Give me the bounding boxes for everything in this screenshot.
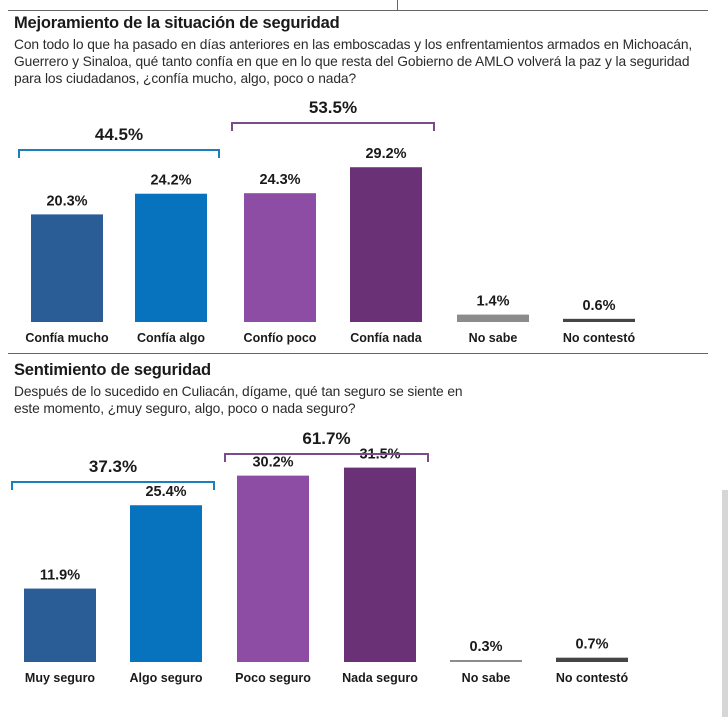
bar-3 [244,193,316,322]
bar-2 [130,505,202,662]
category-label-5: No sabe [462,671,511,685]
section2-title: Sentimiento de seguridad [14,361,211,379]
value-label-6: 0.6% [582,298,615,314]
bar-4 [344,467,416,662]
value-label-4: 29.2% [365,146,406,162]
section1-question: Con todo lo que ha pasado en días anteri… [14,37,693,86]
confidence-bar-chart: 20.3% Confía mucho 24.2% Confía algo 24.3% Co… [18,98,636,345]
category-label-3: Confío poco [244,331,317,345]
category-label-1: Confía mucho [25,331,109,345]
section1-title: Mejoramiento de la situación de segurida… [14,14,340,32]
scroll-edge [722,490,728,717]
group-total-label-1: 37.3% [89,457,137,476]
value-label-5: 1.4% [476,294,509,310]
bar-4 [350,167,422,322]
bar-1 [31,214,103,322]
bar-5 [457,314,529,322]
bar-6 [556,657,628,662]
category-label-6: No contestó [563,331,636,345]
value-label-1: 20.3% [46,193,87,209]
group-total-label-2: 53.5% [309,98,357,117]
category-label-6: No contestó [556,671,629,685]
category-label-3: Poco seguro [235,671,311,685]
category-label-4: Confía nada [350,331,423,345]
group-bracket-1 [11,481,215,490]
top-divider [8,10,708,11]
bar-1 [24,588,96,662]
value-label-5: 0.3% [469,639,502,655]
category-label-1: Muy seguro [25,671,96,685]
bar-6 [563,318,635,322]
value-label-2: 24.2% [150,173,191,189]
group-bracket-2 [224,453,429,462]
category-label-4: Nada seguro [342,671,418,685]
group-bracket-1 [18,149,220,158]
group-bracket-2 [231,122,435,131]
group-total-label-2: 61.7% [302,429,350,448]
bar-5 [450,660,522,662]
value-label-6: 0.7% [575,637,608,653]
category-label-2: Algo seguro [130,671,203,685]
bar-3 [237,475,309,662]
bar-2 [135,193,207,322]
value-label-2: 25.4% [145,484,186,500]
value-label-3: 24.3% [259,172,300,188]
category-label-2: Confía algo [137,331,205,345]
group-total-label-1: 44.5% [95,125,143,144]
category-label-5: No sabe [469,331,518,345]
security-feeling-bar-chart: 11.9% Muy seguro 25.4% Algo seguro 30.2% Poco… [11,429,629,685]
value-label-3: 30.2% [252,455,293,471]
section2-question: Después de lo sucedido en Culiacán, díga… [14,384,463,416]
top-divider-tick [397,0,398,10]
section-divider [8,353,708,354]
value-label-1: 11.9% [40,568,80,584]
